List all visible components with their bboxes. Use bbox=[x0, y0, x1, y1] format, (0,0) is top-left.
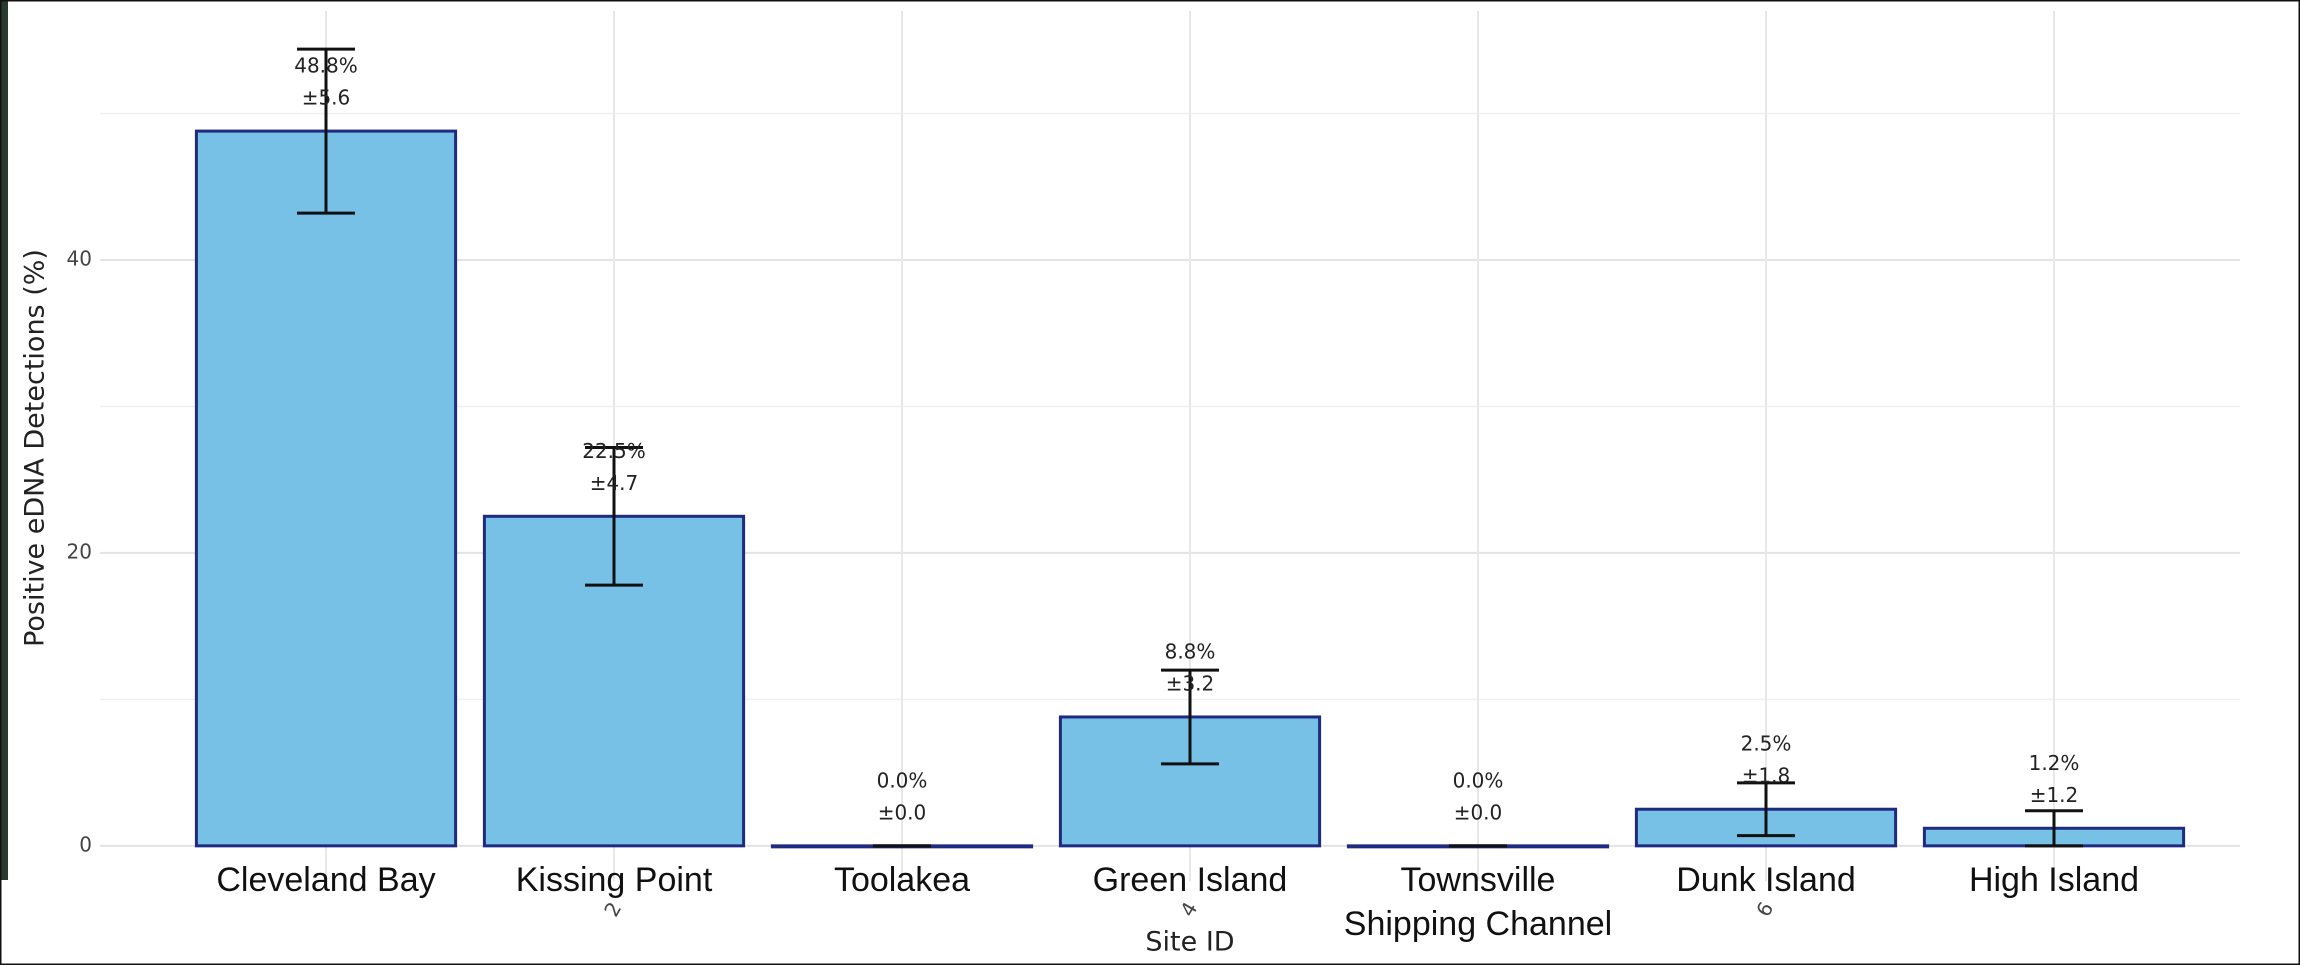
y-tick-label: 40 bbox=[67, 246, 92, 270]
error-label: ±4.7 bbox=[590, 471, 639, 495]
value-label: 0.0% bbox=[1453, 768, 1504, 792]
error-label: ±3.2 bbox=[1166, 671, 1215, 695]
x-tick-label: High Island bbox=[1969, 861, 2139, 899]
bar bbox=[194, 129, 458, 848]
error-label: ±1.8 bbox=[1742, 764, 1791, 788]
value-label: 0.0% bbox=[877, 768, 928, 792]
value-label: 48.8% bbox=[294, 54, 358, 78]
x-axis-title: Site ID bbox=[1145, 927, 1234, 958]
value-label: 22.5% bbox=[582, 439, 646, 463]
error-label: ±0.0 bbox=[878, 800, 927, 824]
x-tick-label: Kissing Point bbox=[516, 861, 713, 899]
value-label: 8.8% bbox=[1165, 639, 1216, 663]
error-label: ±5.6 bbox=[302, 86, 351, 110]
x-tick-label: Townsville Shipping Channel bbox=[1344, 861, 1612, 943]
error-label: ±0.0 bbox=[1454, 800, 1503, 824]
x-tick-label: Toolakea bbox=[834, 861, 970, 899]
edge-strip bbox=[0, 0, 8, 880]
value-label: 1.2% bbox=[2029, 751, 2080, 775]
x-tick-label: Green Island bbox=[1093, 861, 1288, 899]
x-tick-label: Dunk Island bbox=[1676, 861, 1856, 899]
x-tick-label: Cleveland Bay bbox=[216, 861, 435, 899]
y-tick-label: 20 bbox=[67, 539, 92, 563]
y-tick-label: 0 bbox=[79, 832, 92, 856]
value-label: 2.5% bbox=[1741, 732, 1792, 756]
y-axis-title: Positive eDNA Detections (%) bbox=[20, 249, 51, 647]
error-label: ±1.2 bbox=[2030, 783, 2079, 807]
